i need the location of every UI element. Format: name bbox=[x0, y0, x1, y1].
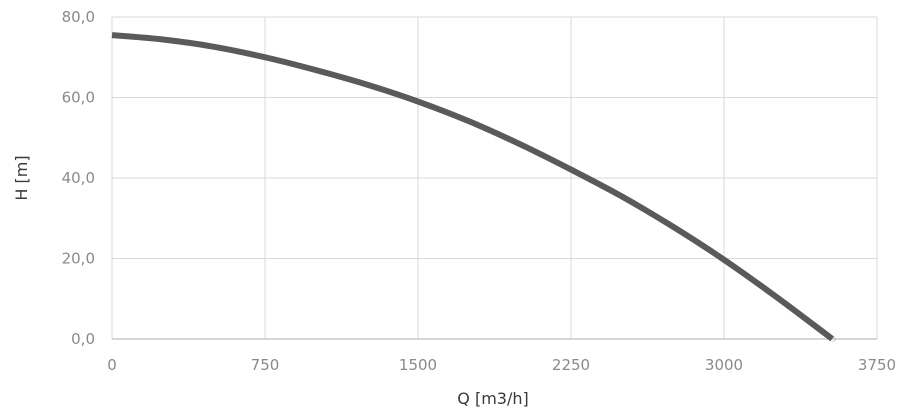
tick-labels: 0 750 1500 2250 3000 3750 0,0 20,0 40,0 60,0 80,0 bbox=[62, 8, 897, 374]
grid bbox=[111, 16, 878, 339]
x-tick-label: 3000 bbox=[705, 356, 743, 374]
y-tick-label: 80,0 bbox=[62, 8, 95, 26]
x-tick-label: 0 bbox=[107, 356, 117, 374]
x-tick-label: 750 bbox=[251, 356, 280, 374]
x-axis-title: Q [m3/h] bbox=[457, 389, 528, 408]
y-tick-label: 60,0 bbox=[62, 89, 95, 107]
y-axis-title: H [m] bbox=[12, 155, 31, 200]
x-tick-label: 1500 bbox=[399, 356, 437, 374]
y-tick-label: 40,0 bbox=[62, 169, 95, 187]
x-tick-label: 3750 bbox=[858, 356, 896, 374]
series-layer bbox=[111, 32, 836, 343]
x-tick-label: 2250 bbox=[552, 356, 590, 374]
series-line-0 bbox=[111, 32, 836, 343]
y-tick-label: 20,0 bbox=[62, 250, 95, 268]
y-tick-label: 0,0 bbox=[71, 330, 95, 348]
